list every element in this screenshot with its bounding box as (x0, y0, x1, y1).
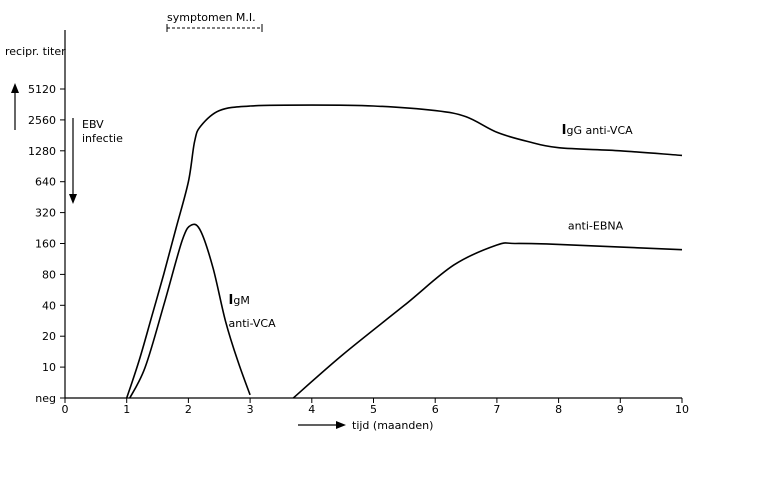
y-tick-label: 160 (35, 238, 56, 251)
series-group (125, 104, 683, 399)
y-axis-title: recipr. titer (5, 45, 66, 58)
x-tick-label: 5 (370, 403, 377, 416)
y-tick-label: 80 (42, 268, 56, 281)
series-annotation: IgG anti-VCA (562, 123, 633, 138)
x-axis-title: tijd (maanden) (352, 419, 433, 432)
x-tick-label: 3 (247, 403, 254, 416)
x-tick-label: 2 (185, 403, 192, 416)
x-tick-label: 7 (493, 403, 500, 416)
series-igg-anti-vca (125, 104, 683, 399)
x-time-arrow-head (336, 421, 346, 429)
x-tick-label: 9 (617, 403, 624, 416)
series-igm-anti-vca (129, 223, 251, 399)
series-annotation: anti-EBNA (568, 220, 624, 233)
infection-arrow-head (69, 194, 77, 204)
y-up-arrow-head (11, 83, 19, 93)
series-annotation: IgM (229, 293, 250, 308)
x-tick-label: 6 (432, 403, 439, 416)
tick-group: neg 10 20 40 80 160 320 640 1280 2560 5120 0 1 2 3 4 5 6 7… (28, 83, 689, 416)
symptom-label: symptomen M.I. (167, 11, 256, 24)
y-tick-label: neg (35, 392, 56, 405)
y-tick-label: 40 (42, 299, 56, 312)
infectie-label: infectie (82, 132, 123, 145)
y-tick-label: 640 (35, 176, 56, 189)
x-tick-label: 10 (675, 403, 689, 416)
ebv-label: EBV (82, 118, 104, 131)
y-tick-label: 320 (35, 207, 56, 220)
x-tick-label: 0 (62, 403, 69, 416)
y-tick-label: 20 (42, 330, 56, 343)
y-tick-label: 2560 (28, 114, 56, 127)
annotation-group: IgG anti-VCA IgM anti-VCA anti-EBNA (229, 123, 634, 330)
y-tick-label: 10 (42, 361, 56, 374)
x-tick-label: 1 (123, 403, 130, 416)
series-annotation: anti-VCA (229, 317, 277, 330)
y-tick-label: 5120 (28, 83, 56, 96)
x-tick-label: 8 (555, 403, 562, 416)
y-tick-label: 1280 (28, 145, 56, 158)
series-anti-ebna (292, 242, 683, 399)
x-tick-label: 4 (308, 403, 315, 416)
